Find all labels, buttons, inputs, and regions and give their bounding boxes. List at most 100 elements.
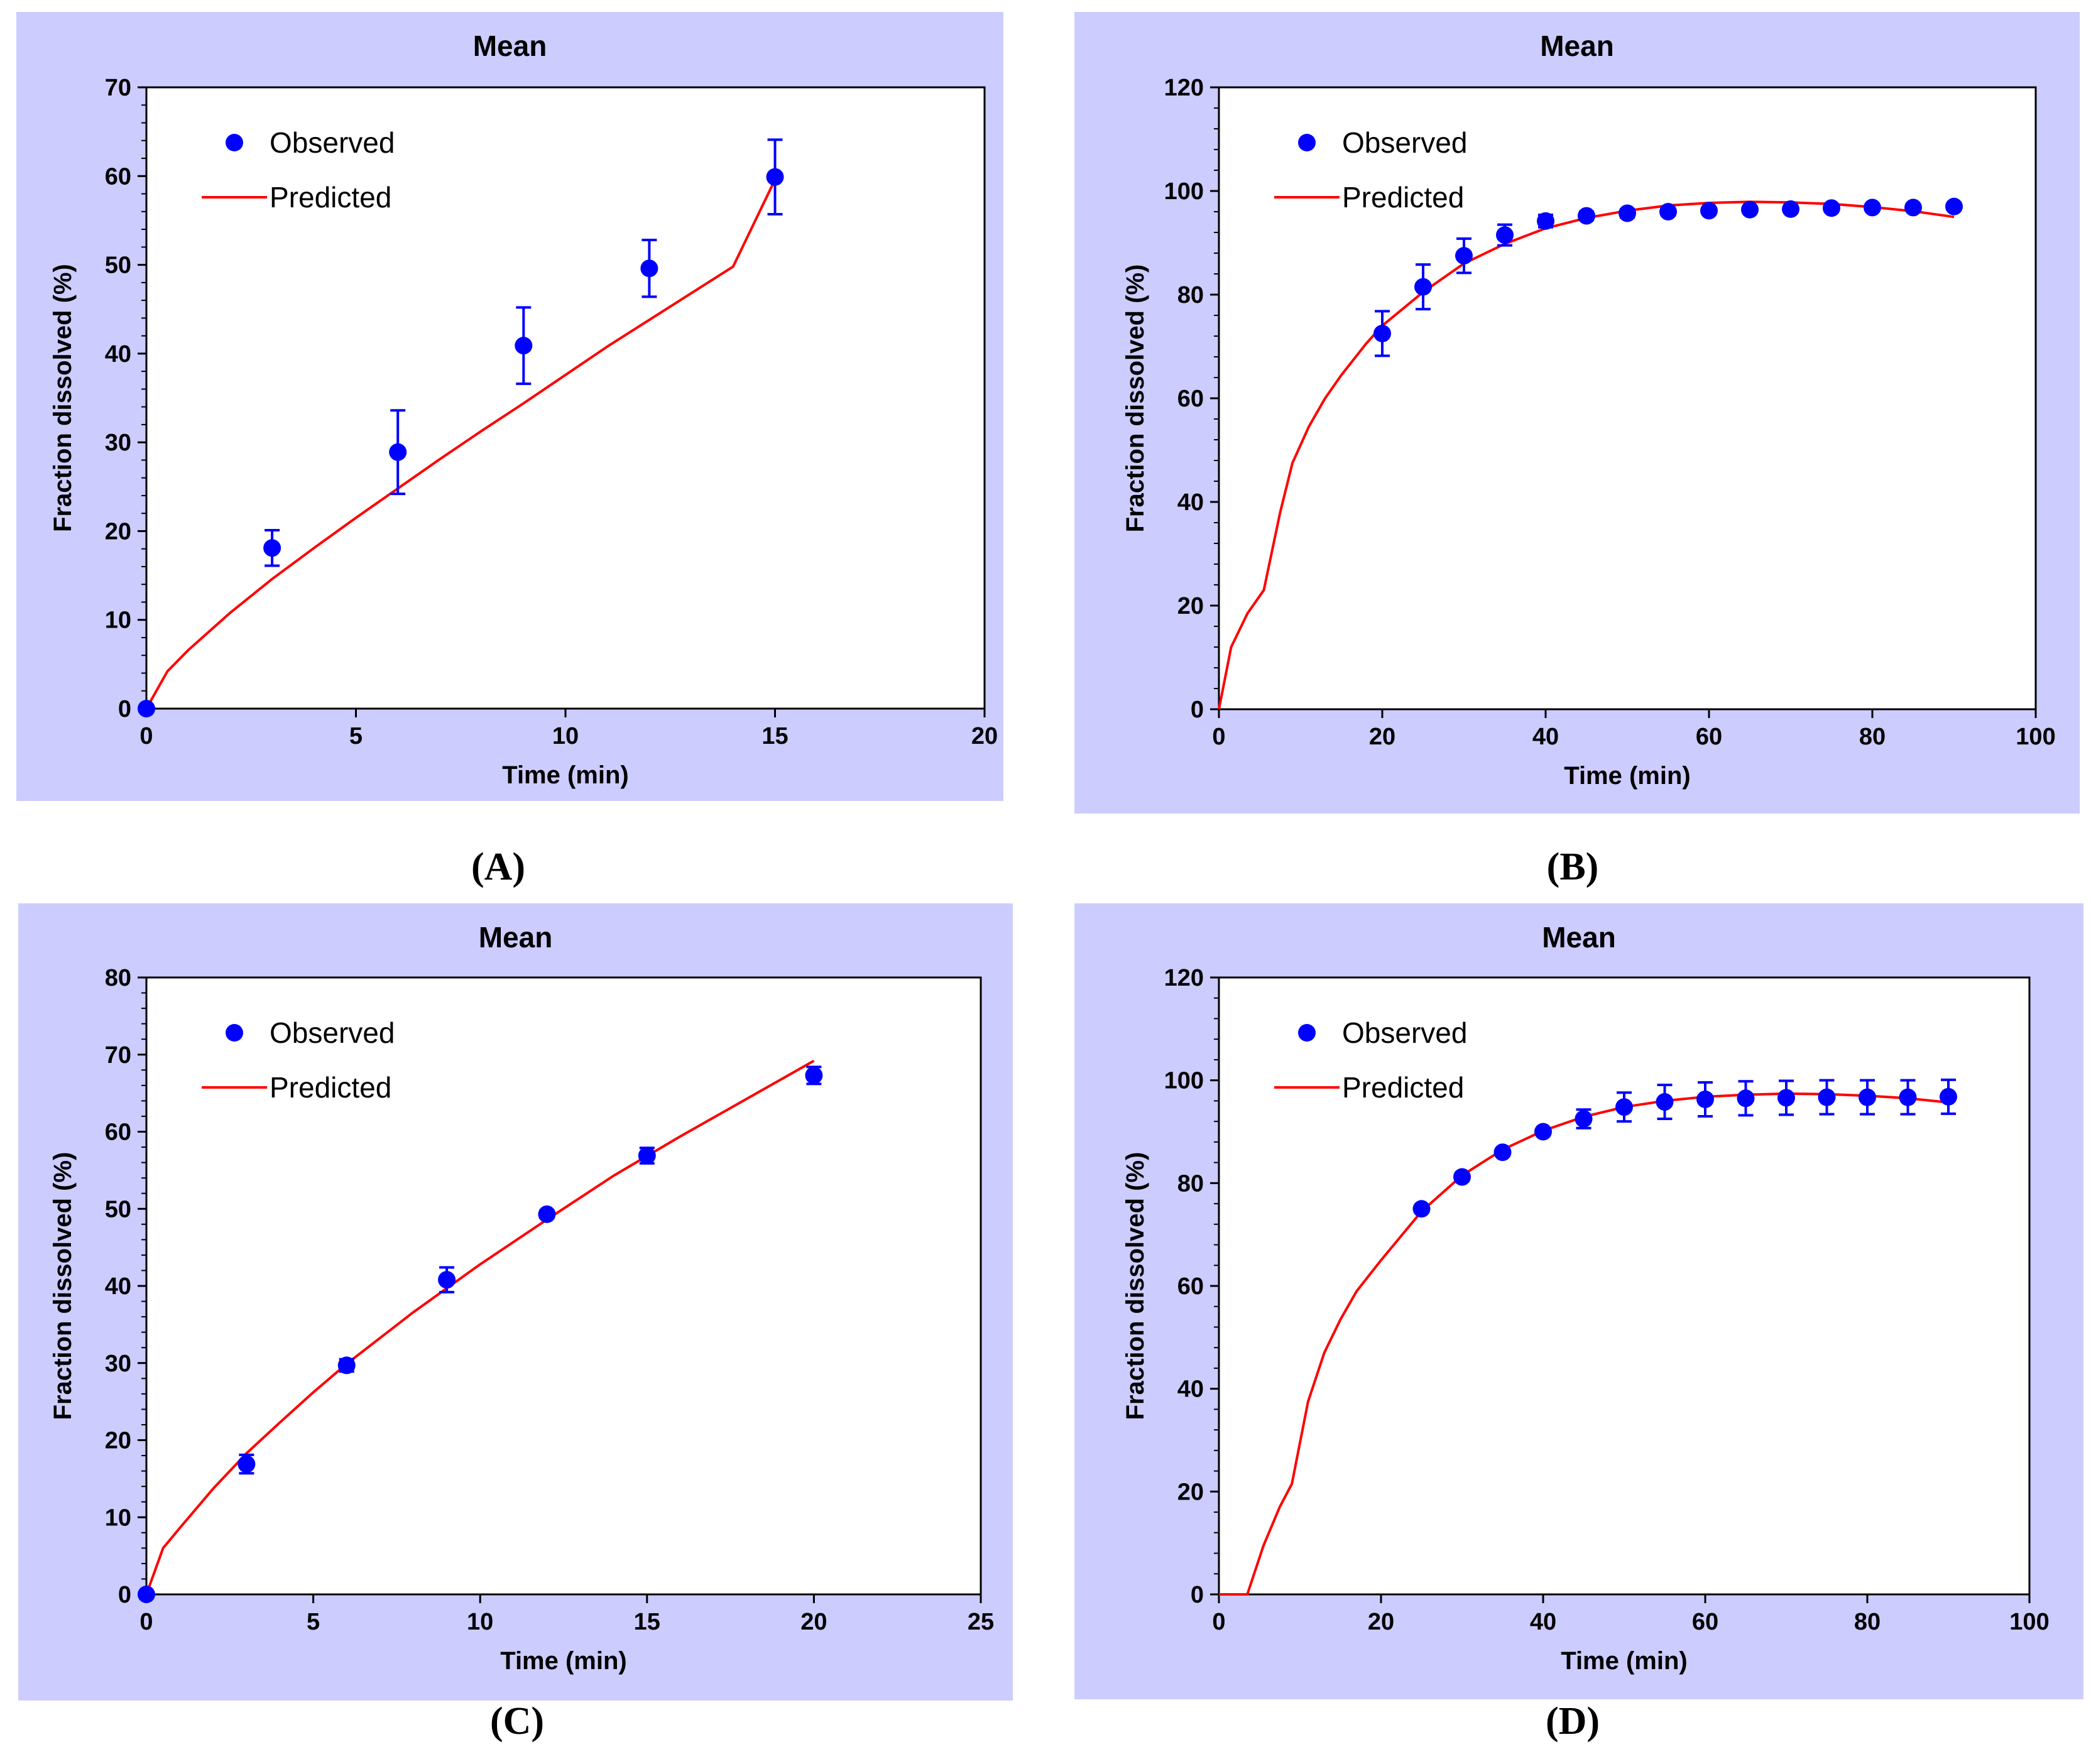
y-tick-label: 100 [1164,178,1204,205]
y-tick-label: 50 [105,1196,131,1222]
y-tick-label: 0 [1191,697,1204,723]
y-tick-label: 60 [105,1119,131,1146]
x-tick-label: 25 [968,1609,994,1635]
y-tick-label: 80 [105,965,131,991]
observed-point [1615,1098,1633,1116]
y-tick-label: 30 [105,430,131,456]
legend-observed-marker [226,1024,243,1042]
plot-area [145,86,986,710]
x-tick-label: 0 [139,723,153,749]
plot-area [1218,976,2031,1596]
x-tick-label: 20 [800,1609,827,1635]
x-tick-label: 15 [634,1609,660,1635]
legend-observed-label: Observed [270,126,395,159]
x-tick-label: 100 [2009,1609,2049,1635]
y-tick-label: 50 [105,253,131,279]
x-tick-label: 0 [1212,1609,1225,1635]
x-axis-title: Time (min) [1561,1647,1688,1675]
x-tick-label: 15 [762,723,788,749]
y-tick-label: 60 [1177,1273,1204,1300]
x-tick-label: 40 [1530,1609,1556,1635]
legend-observed-marker [1298,1024,1316,1042]
chart-title: Mean [479,921,553,954]
y-axis-title: Fraction dissolved (%) [1122,1152,1149,1420]
observed-point [1818,1088,1836,1106]
y-tick-label: 20 [1177,593,1204,619]
observed-point [1864,199,1881,217]
y-axis-title: Fraction dissolved (%) [49,1152,77,1420]
x-tick-label: 100 [2016,724,2055,750]
y-tick-label: 0 [1191,1582,1204,1608]
chart-title: Mean [473,30,547,62]
legend-observed-label: Observed [1342,1016,1467,1049]
observed-point [1619,204,1636,222]
plot-area [1218,86,2037,710]
x-tick-label: 20 [1368,1609,1394,1635]
x-axis-title: Time (min) [502,761,629,789]
y-tick-label: 60 [1177,386,1204,412]
y-tick-label: 80 [1177,282,1204,308]
observed-point [766,168,784,186]
panel-caption: (B) [1547,846,1599,888]
y-tick-label: 30 [105,1351,131,1377]
x-axis-title: Time (min) [1564,762,1691,790]
x-tick-label: 60 [1696,724,1722,750]
observed-point [1737,1089,1755,1108]
x-tick-label: 5 [349,723,363,749]
legend-observed-label: Observed [270,1016,395,1049]
observed-point [1496,226,1514,244]
observed-point [538,1205,556,1223]
chart-panel: Mean 0 10 20 30 40 50 60 70 0 5 10 15 20 Time (min) Fra… [16,12,1003,801]
chart-panel: Mean 0 20 40 60 80 100 120 0 20 40 60 80 100 Time (min… [1074,12,2080,814]
panel-caption: (C) [490,1700,544,1743]
y-tick-label: 100 [1164,1068,1204,1094]
predicted-line [145,179,777,709]
observed-point [237,1455,256,1473]
observed-point [1493,1143,1512,1162]
legend-observed-marker [226,134,243,151]
observed-point [1575,1110,1593,1128]
observed-point [640,259,658,278]
y-tick-label: 70 [105,1042,131,1069]
observed-point [1659,203,1677,220]
y-tick-label: 10 [105,607,131,634]
chart-title: Mean [1540,30,1614,62]
x-tick-label: 10 [467,1609,493,1635]
y-tick-label: 20 [1177,1479,1204,1505]
observed-point [1782,200,1799,218]
observed-point [1373,324,1391,342]
observed-point [1777,1089,1795,1107]
observed-point [1859,1088,1876,1106]
y-tick-label: 60 [105,163,131,190]
observed-point [1412,1200,1431,1218]
chart-panel: Mean 0 20 40 60 80 100 120 0 20 40 60 80 100 Time (min… [1074,903,2083,1699]
observed-point [138,700,155,717]
y-tick-label: 20 [105,518,131,545]
x-tick-label: 0 [1212,724,1225,750]
observed-point [1455,247,1473,265]
observed-point [638,1146,656,1165]
legend-predicted-label: Predicted [1342,181,1464,214]
legend-observed-label: Observed [1342,126,1467,159]
observed-point [1940,1087,1957,1106]
observed-point [1414,278,1432,296]
y-tick-label: 40 [105,341,131,368]
observed-point [1904,199,1922,217]
x-tick-label: 60 [1692,1609,1718,1635]
observed-point [1537,212,1554,230]
observed-point [1453,1168,1471,1186]
y-tick-label: 0 [118,696,131,722]
y-tick-label: 10 [105,1505,131,1531]
y-axis-title: Fraction dissolved (%) [49,264,77,532]
chart-panel: Mean 0 10 20 30 40 50 60 70 80 0 5 10 15 20 25 Time (min… [18,903,1013,1701]
y-tick-label: 20 [105,1428,131,1454]
observed-point [1823,199,1840,217]
plot-area [145,976,982,1596]
observed-point [805,1066,823,1084]
y-axis-title: Fraction dissolved (%) [1122,264,1149,533]
observed-point [263,539,281,557]
observed-point [515,337,533,355]
observed-point [337,1356,356,1375]
observed-point [138,1586,155,1603]
observed-point [1741,200,1759,219]
